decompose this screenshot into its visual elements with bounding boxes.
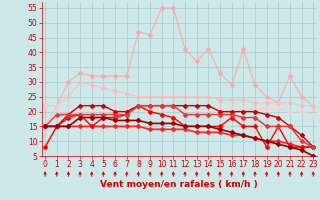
X-axis label: Vent moyen/en rafales ( km/h ): Vent moyen/en rafales ( km/h ) bbox=[100, 180, 258, 189]
